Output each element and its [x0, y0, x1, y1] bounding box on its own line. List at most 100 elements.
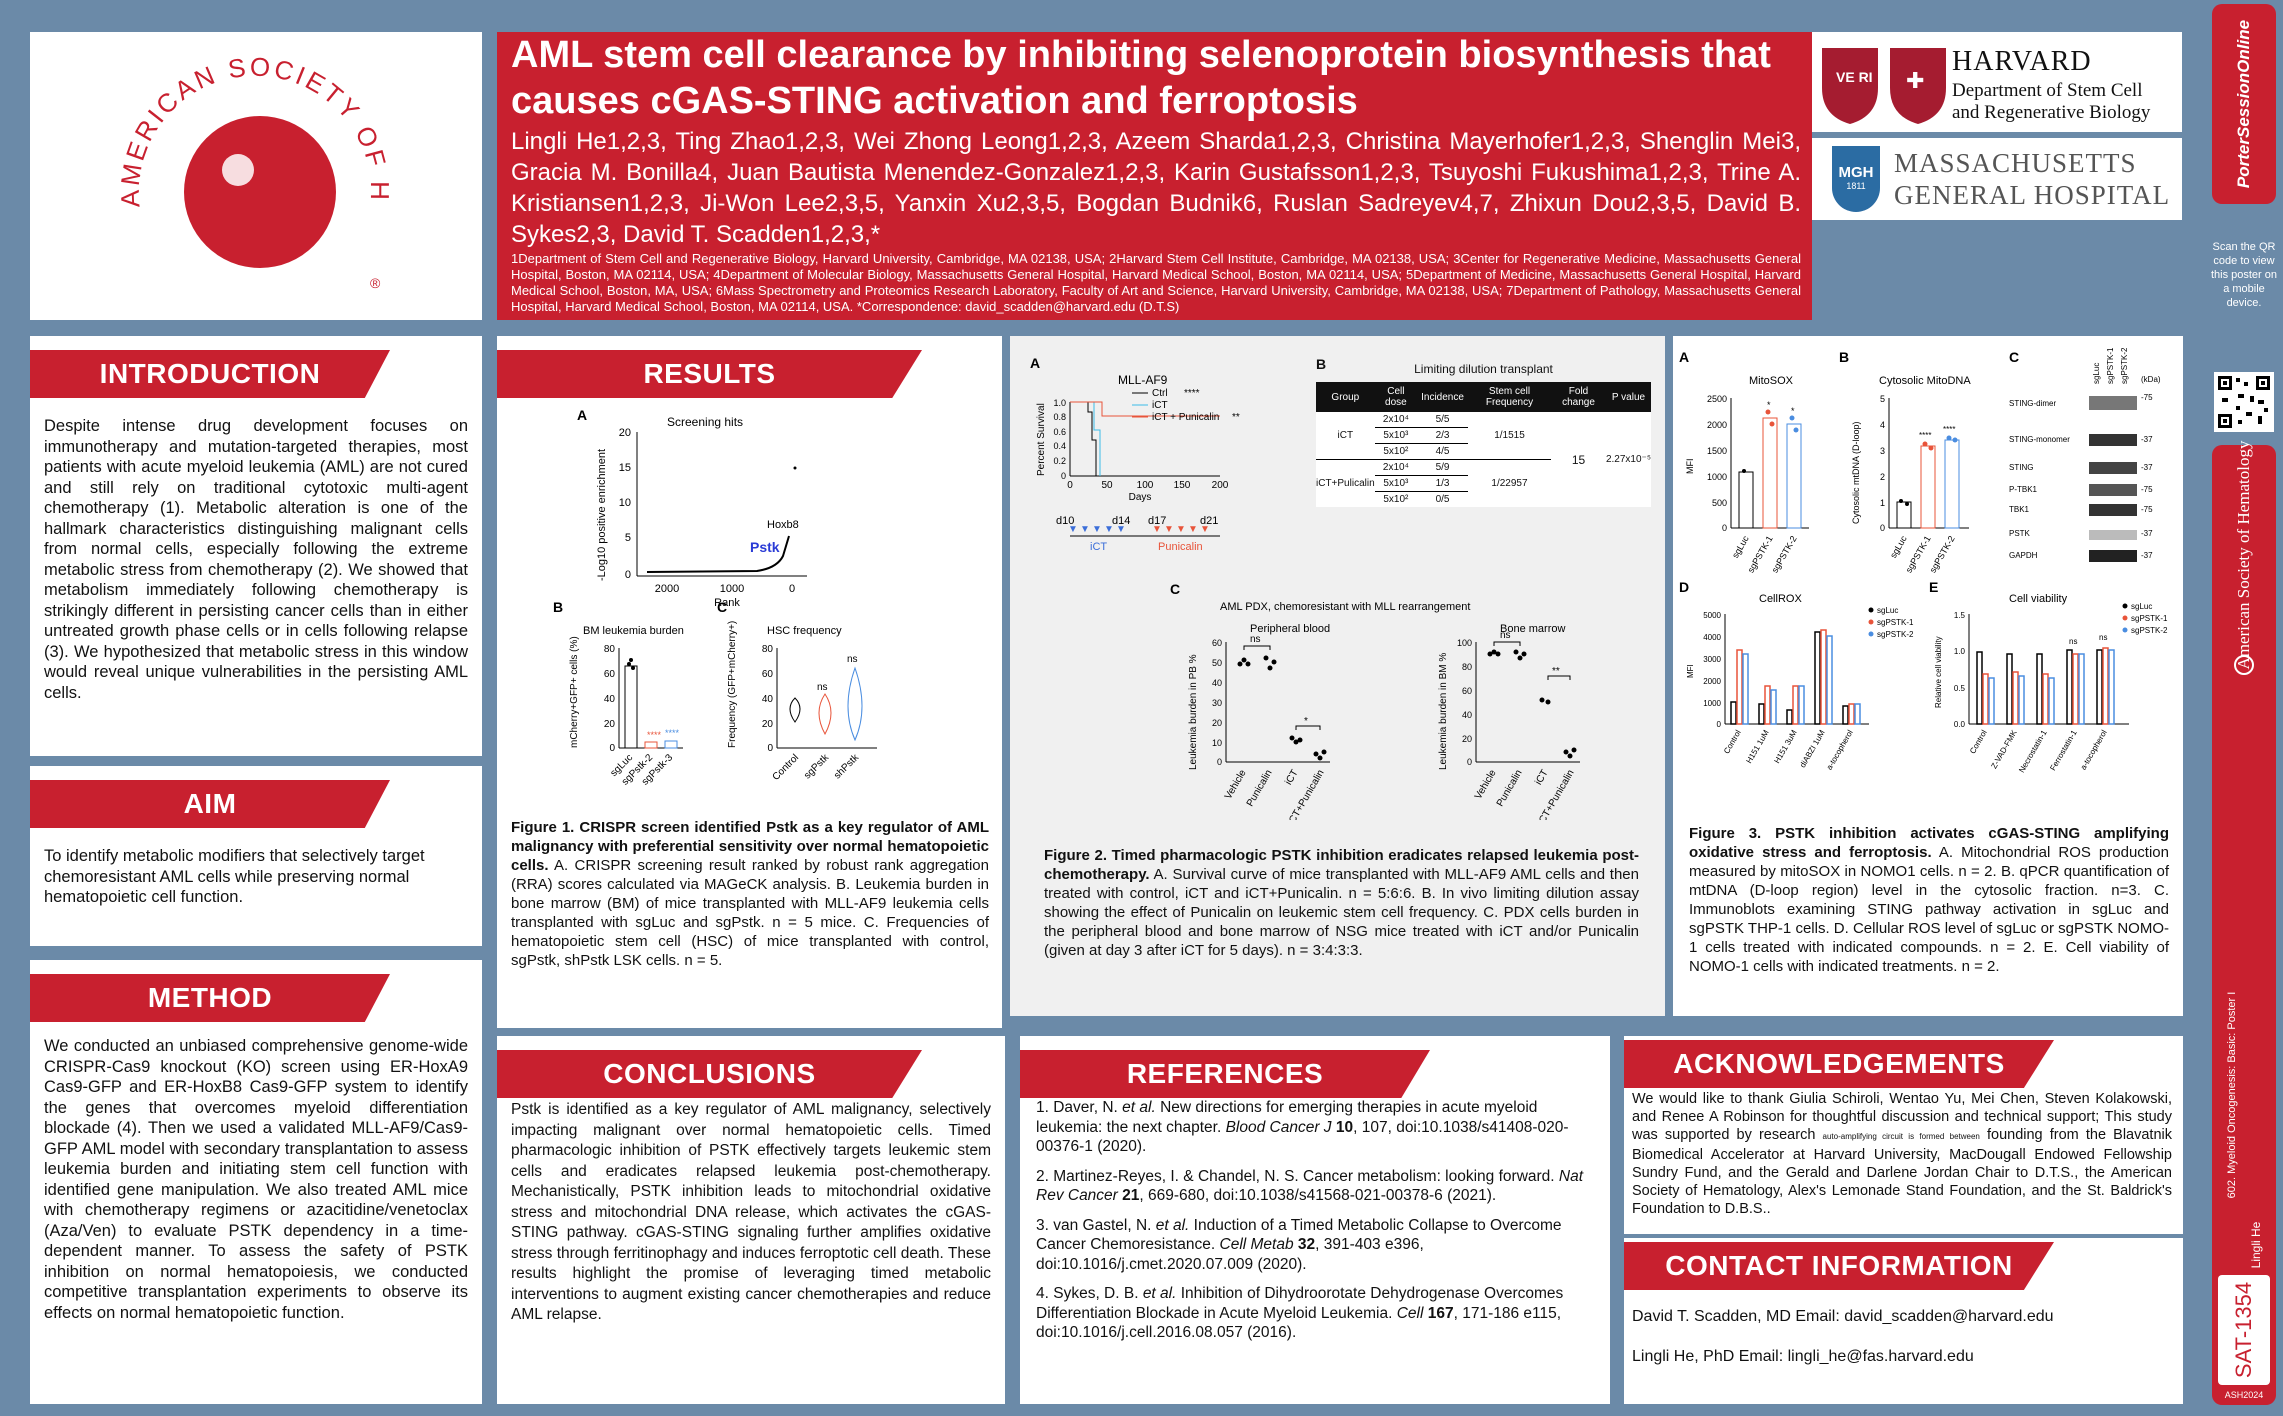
harvard-dept-1: Department of Stem Cell	[1952, 80, 2143, 101]
svg-text:1.0: 1.0	[1053, 398, 1066, 408]
svg-text:▼: ▼	[1116, 524, 1126, 535]
fig1a-yticks: 20 15 10 5 0	[619, 427, 631, 581]
figure1-panel-c: C HSC frequency 80 60 40 20 0 Frequency (GFP…	[717, 599, 877, 783]
fig1b-bar-sgpstk2	[644, 741, 658, 749]
fig3d-bars	[1730, 629, 1861, 725]
svg-text:60: 60	[1212, 638, 1222, 648]
poster-id-box: SAT-1354	[2218, 1275, 2270, 1385]
svg-text:Percent Survival: Percent Survival	[1036, 403, 1047, 476]
svg-text:2000: 2000	[1707, 420, 1727, 430]
svg-text:▼: ▼	[1068, 524, 1078, 535]
svg-text:a-tocopherol: a-tocopherol	[2079, 728, 2109, 771]
acknowledgements-panel: ACKNOWLEDGEMENTS We would like to thank …	[1624, 1036, 2183, 1234]
svg-text:30: 30	[1212, 698, 1222, 708]
svg-text:MLL-AF9: MLL-AF9	[1118, 373, 1168, 387]
session-name: 602. Myeloid Oncogenesis: Basic: Poster …	[2226, 991, 2238, 1199]
svg-text:A: A	[1030, 355, 1040, 371]
fig1a-xlabel: Rank	[714, 597, 740, 606]
fig1a-ylabel: -Log10 positive enrichment	[596, 449, 608, 581]
svg-text:50: 50	[1101, 480, 1113, 491]
svg-text:Days: Days	[1129, 492, 1152, 503]
svg-text:MFI: MFI	[1685, 459, 1695, 475]
figure1-caption-body: A. CRISPR screening result ranked by rob…	[511, 857, 989, 969]
harvard-name: HARVARD	[1952, 46, 2092, 77]
ash-logo: AMERICAN SOCIETY OF HEMATOLOGY ®	[18, 8, 392, 291]
fig3b-bar-sgluc	[1896, 501, 1912, 529]
fig2b-table: Group Cell dose Incidence Stem cell Freq…	[1316, 382, 1651, 507]
fig3a-bar-sgluc	[1738, 471, 1754, 529]
qr-code[interactable]	[2214, 372, 2274, 432]
aim-panel: AIM To identify metabolic modifiers that…	[30, 766, 482, 946]
svg-text:3: 3	[1880, 446, 1885, 456]
svg-text:40: 40	[1462, 710, 1472, 720]
svg-text:Cytosolic mtDNA (D-loop): Cytosolic mtDNA (D-loop)	[1851, 421, 1861, 524]
svg-text:▼: ▼	[1092, 524, 1102, 535]
svg-text:sgLuc: sgLuc	[2092, 363, 2101, 384]
svg-text:✚: ✚	[1906, 68, 1924, 93]
svg-text:Peripheral blood: Peripheral blood	[1250, 623, 1330, 635]
svg-text:H151 3uM: H151 3uM	[1772, 728, 1798, 765]
svg-text:▼: ▼	[1164, 524, 1174, 535]
list-item: 4. Sykes, D. B. et al. Inhibition of Dih…	[1036, 1285, 1564, 1341]
svg-text:HSC frequency: HSC frequency	[767, 625, 842, 637]
svg-text:H151 1uM: H151 1uM	[1744, 728, 1770, 765]
svg-text:sgPSTK-1: sgPSTK-1	[2131, 614, 2168, 623]
table-row: iCT 2x10⁴ 5/5 1/1515 15 2.27x10⁻⁵	[1316, 412, 1651, 467]
svg-text:Cell viability: Cell viability	[2009, 593, 2068, 605]
figure3-panels-ab: A MitoSOX 2500 2000 1500 1000 500 0 MFI * * sg…	[1679, 349, 1971, 574]
fig1a-rank-curve	[646, 535, 790, 573]
svg-text:*: *	[1304, 716, 1308, 727]
svg-text:5: 5	[1880, 394, 1885, 404]
svg-text:60: 60	[762, 669, 774, 680]
svg-text:0.6: 0.6	[1053, 427, 1066, 437]
conclusions-panel: CONCLUSIONS Pstk is identified as a key …	[497, 1036, 1005, 1404]
mgh-name-2: GENERAL HOSPITAL	[1894, 180, 2171, 210]
acknowledgements-text: We would like to thank Giulia Schiroli, …	[1632, 1091, 2172, 1217]
svg-text:40: 40	[604, 694, 616, 705]
svg-text:50: 50	[1212, 658, 1222, 668]
svg-text:-75: -75	[2141, 393, 2153, 402]
svg-text:80: 80	[762, 644, 774, 655]
results-figure1-panel: RESULTS A Screening hits 20 15 10 5 0 2000…	[497, 336, 1002, 1028]
svg-text:0.2: 0.2	[1053, 456, 1066, 466]
svg-text:C: C	[1170, 581, 1180, 597]
svg-text:-37: -37	[2141, 529, 2153, 538]
svg-text:Control: Control	[1722, 728, 1743, 755]
figure2-caption-body: A. Survival curve of mice transplanted w…	[1044, 866, 1639, 959]
svg-text:▼: ▼	[1152, 524, 1162, 535]
svg-text:200: 200	[1212, 480, 1229, 491]
svg-text:40: 40	[762, 694, 774, 705]
svg-text:Control: Control	[771, 752, 802, 783]
svg-text:Bone marrow: Bone marrow	[1500, 623, 1565, 635]
svg-text:0: 0	[1217, 757, 1222, 767]
fig2b-header: Cell dose	[1385, 386, 1407, 408]
affiliations: 1Department of Stem Cell and Regenerativ…	[511, 251, 1801, 314]
svg-text:MitoSOX: MitoSOX	[1749, 375, 1794, 387]
svg-text:Necrostatin-1: Necrostatin-1	[2017, 728, 2049, 774]
svg-text:****: ****	[1184, 388, 1200, 399]
fig3c-blot-band	[2089, 550, 2137, 562]
svg-text:60: 60	[604, 669, 616, 680]
svg-text:1: 1	[1880, 498, 1885, 508]
svg-text:▼: ▼	[1176, 524, 1186, 535]
svg-text:**: **	[1232, 412, 1240, 423]
figure1-panel-b: B BM leukemia burden 80 60 40 20 0 mCherry+G…	[553, 599, 684, 788]
porter-session-badge[interactable]: PorterSessionOnline	[2212, 4, 2276, 204]
svg-text:2000: 2000	[655, 583, 679, 595]
svg-text:d10: d10	[1056, 515, 1074, 527]
svg-text:d21: d21	[1200, 515, 1218, 527]
harvard-logo-panel: VE RI ✚ HARVARD Department of Stem Cell …	[1812, 32, 2182, 132]
svg-text:1000: 1000	[1703, 699, 1721, 708]
author-list: Lingli He1,2,3, Ting Zhao1,2,3, Wei Zhon…	[511, 128, 1801, 248]
svg-text:-75: -75	[2141, 485, 2153, 494]
svg-text:40: 40	[1212, 678, 1222, 688]
fig1a-pstk: Pstk	[750, 539, 780, 555]
fig2b-header: Stem cell Frequency	[1485, 386, 1534, 408]
svg-text:0: 0	[1722, 523, 1727, 533]
svg-text:0: 0	[1880, 523, 1885, 533]
svg-text:0: 0	[625, 569, 631, 581]
meeting-label: ASH2024	[2224, 1390, 2264, 1400]
figure3-caption: Figure 3. PSTK inhibition activates cGAS…	[1689, 824, 2169, 976]
fig3c-blot-band	[2089, 484, 2137, 496]
svg-text:E: E	[1929, 579, 1938, 595]
